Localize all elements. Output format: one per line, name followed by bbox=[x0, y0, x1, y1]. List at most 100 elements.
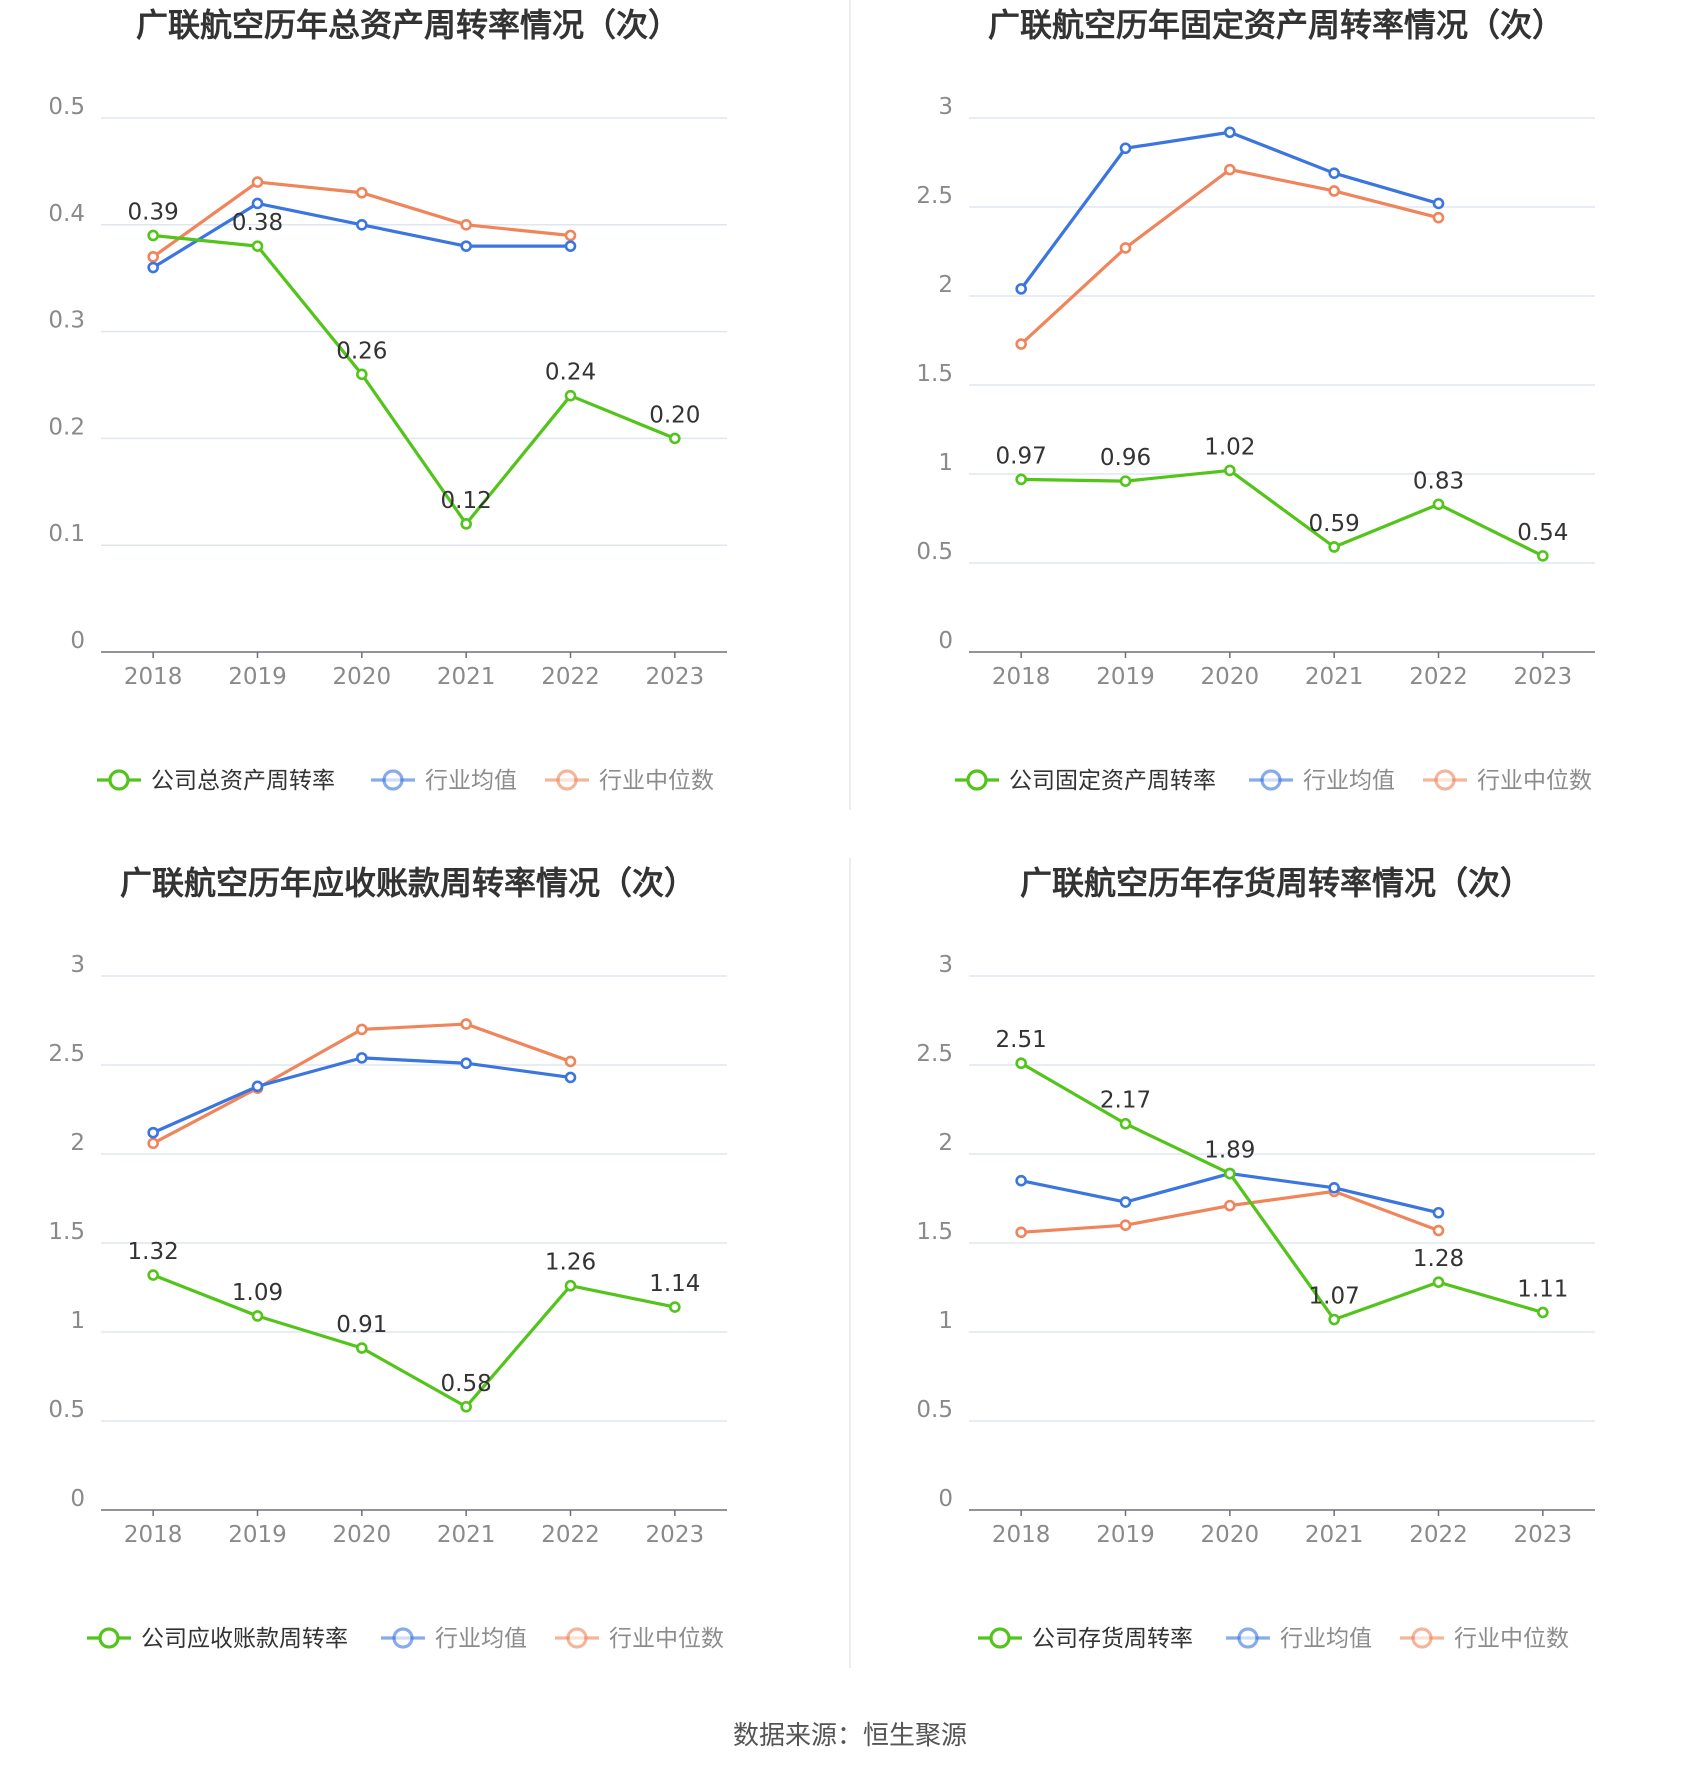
legend-symbol-marker-2 bbox=[1411, 1627, 1433, 1649]
chart-title: 广联航空历年总资产周转率情况（次） bbox=[136, 6, 680, 44]
data-label: 0.39 bbox=[128, 199, 179, 225]
data-point-series-2 bbox=[1015, 1226, 1027, 1239]
legend-symbol-marker-2 bbox=[556, 769, 578, 791]
data-point-series-0 bbox=[1432, 1276, 1445, 1288]
y-tick-label: 0.2 bbox=[48, 414, 85, 440]
data-point-series-0 bbox=[1328, 1313, 1340, 1326]
y-tick-label: 0 bbox=[938, 1486, 953, 1512]
legend-symbol-marker-1 bbox=[382, 769, 404, 791]
data-label: 1.89 bbox=[1204, 1138, 1255, 1164]
data-point-series-0 bbox=[1015, 1057, 1027, 1070]
data-point-series-2 bbox=[1224, 1199, 1236, 1212]
data-point-series-1 bbox=[460, 240, 472, 252]
series-line-0 bbox=[153, 233, 676, 526]
x-tick-label: 2022 bbox=[1409, 664, 1468, 690]
y-tick-label: 3 bbox=[938, 94, 953, 120]
legend-symbol-marker-0 bbox=[966, 769, 988, 791]
data-point-series-2 bbox=[1015, 338, 1027, 350]
data-label: 1.26 bbox=[545, 1250, 596, 1276]
x-tick-label: 2020 bbox=[1201, 1522, 1260, 1548]
y-tick-label: 0 bbox=[70, 628, 85, 654]
data-point-series-2 bbox=[1432, 1224, 1445, 1237]
data-label: 0.96 bbox=[1100, 445, 1151, 471]
y-tick-label: 1.5 bbox=[916, 1219, 953, 1245]
series-line-2 bbox=[1020, 168, 1439, 346]
data-point-series-0 bbox=[1432, 498, 1445, 511]
data-point-series-0 bbox=[147, 1269, 159, 1281]
chart-title: 广联航空历年存货周转率情况（次） bbox=[1020, 864, 1532, 902]
y-tick-label: 2 bbox=[938, 272, 953, 298]
data-point-series-0 bbox=[564, 1279, 577, 1292]
data-label: 0.91 bbox=[336, 1312, 387, 1338]
legend-symbol-marker-0 bbox=[98, 1627, 120, 1649]
legend-label-0: 公司存货周转率 bbox=[1032, 1626, 1193, 1652]
legend-label-2: 行业中位数 bbox=[1477, 768, 1592, 794]
x-tick-label: 2020 bbox=[333, 1522, 392, 1548]
series-line-1 bbox=[152, 1056, 571, 1135]
y-tick-label: 2.5 bbox=[916, 183, 953, 209]
data-point-series-1 bbox=[251, 197, 264, 210]
x-tick-label: 2018 bbox=[124, 1522, 183, 1548]
y-tick-label: 3 bbox=[938, 952, 953, 978]
y-tick-label: 2 bbox=[938, 1130, 953, 1156]
data-point-series-0 bbox=[564, 389, 577, 402]
data-label: 2.51 bbox=[996, 1027, 1047, 1053]
data-point-series-0 bbox=[251, 240, 264, 252]
data-point-series-1 bbox=[1432, 197, 1445, 210]
data-point-series-0 bbox=[251, 1310, 264, 1322]
data-point-series-1 bbox=[1432, 1206, 1445, 1219]
legend-label-1: 行业均值 bbox=[425, 768, 517, 794]
chart-3: 广联航空历年应收账款周转率情况（次） 0 0.5 1 1.5 2 2.5 3 2018 2019 2… bbox=[48, 864, 727, 1652]
data-point-series-0 bbox=[147, 229, 159, 242]
y-tick-label: 0.5 bbox=[48, 1397, 85, 1423]
x-tick-label: 2023 bbox=[1514, 1522, 1573, 1548]
data-point-series-2 bbox=[356, 1023, 368, 1036]
data-label: 0.58 bbox=[441, 1371, 492, 1397]
data-point-series-0 bbox=[460, 518, 472, 530]
legend-symbol-marker-2 bbox=[1434, 769, 1456, 791]
x-tick-label: 2022 bbox=[541, 664, 600, 690]
data-point-series-0 bbox=[460, 1400, 472, 1413]
data-label: 2.17 bbox=[1100, 1088, 1151, 1114]
y-tick-label: 2 bbox=[70, 1130, 85, 1156]
data-point-series-2 bbox=[1432, 211, 1445, 224]
y-tick-label: 1 bbox=[938, 1308, 953, 1334]
data-point-series-2 bbox=[460, 1018, 472, 1030]
data-point-series-1 bbox=[356, 219, 368, 231]
data-source: 数据来源：恒生聚源 bbox=[733, 1721, 967, 1751]
data-point-series-0 bbox=[1015, 473, 1027, 486]
data-point-series-0 bbox=[356, 1342, 368, 1354]
data-point-series-1 bbox=[1015, 283, 1027, 295]
data-point-series-0 bbox=[669, 432, 681, 445]
x-tick-label: 2021 bbox=[437, 1522, 496, 1548]
data-label: 0.12 bbox=[441, 488, 492, 514]
data-label: 1.28 bbox=[1413, 1246, 1464, 1272]
chart-title: 广联航空历年固定资产周转率情况（次） bbox=[988, 6, 1564, 44]
x-tick-label: 2020 bbox=[1201, 664, 1260, 690]
legend-label-2: 行业中位数 bbox=[609, 1626, 724, 1652]
data-point-series-1 bbox=[1328, 167, 1340, 179]
y-tick-label: 0.5 bbox=[916, 539, 953, 565]
data-label: 0.24 bbox=[545, 360, 596, 386]
legend-symbol-marker-0 bbox=[108, 769, 130, 791]
y-tick-label: 0.5 bbox=[916, 1397, 953, 1423]
y-tick-label: 0 bbox=[938, 628, 953, 654]
y-tick-label: 0 bbox=[70, 1486, 85, 1512]
x-tick-label: 2021 bbox=[437, 664, 496, 690]
data-point-series-0 bbox=[1537, 550, 1549, 562]
x-tick-label: 2018 bbox=[124, 664, 183, 690]
data-point-series-2 bbox=[564, 1055, 577, 1068]
y-tick-label: 1.5 bbox=[916, 361, 953, 387]
data-label: 0.59 bbox=[1309, 511, 1360, 537]
legend-symbol-marker-0 bbox=[989, 1627, 1011, 1649]
series-line-0 bbox=[152, 1273, 676, 1409]
y-tick-label: 0.4 bbox=[48, 201, 85, 227]
data-label: 1.14 bbox=[649, 1271, 700, 1297]
x-tick-label: 2020 bbox=[333, 664, 392, 690]
data-label: 1.32 bbox=[128, 1239, 179, 1265]
data-label: 1.02 bbox=[1204, 434, 1255, 460]
data-point-series-1 bbox=[1224, 126, 1236, 139]
data-point-series-1 bbox=[460, 1057, 472, 1070]
legend-label-0: 公司固定资产周转率 bbox=[1009, 768, 1216, 794]
